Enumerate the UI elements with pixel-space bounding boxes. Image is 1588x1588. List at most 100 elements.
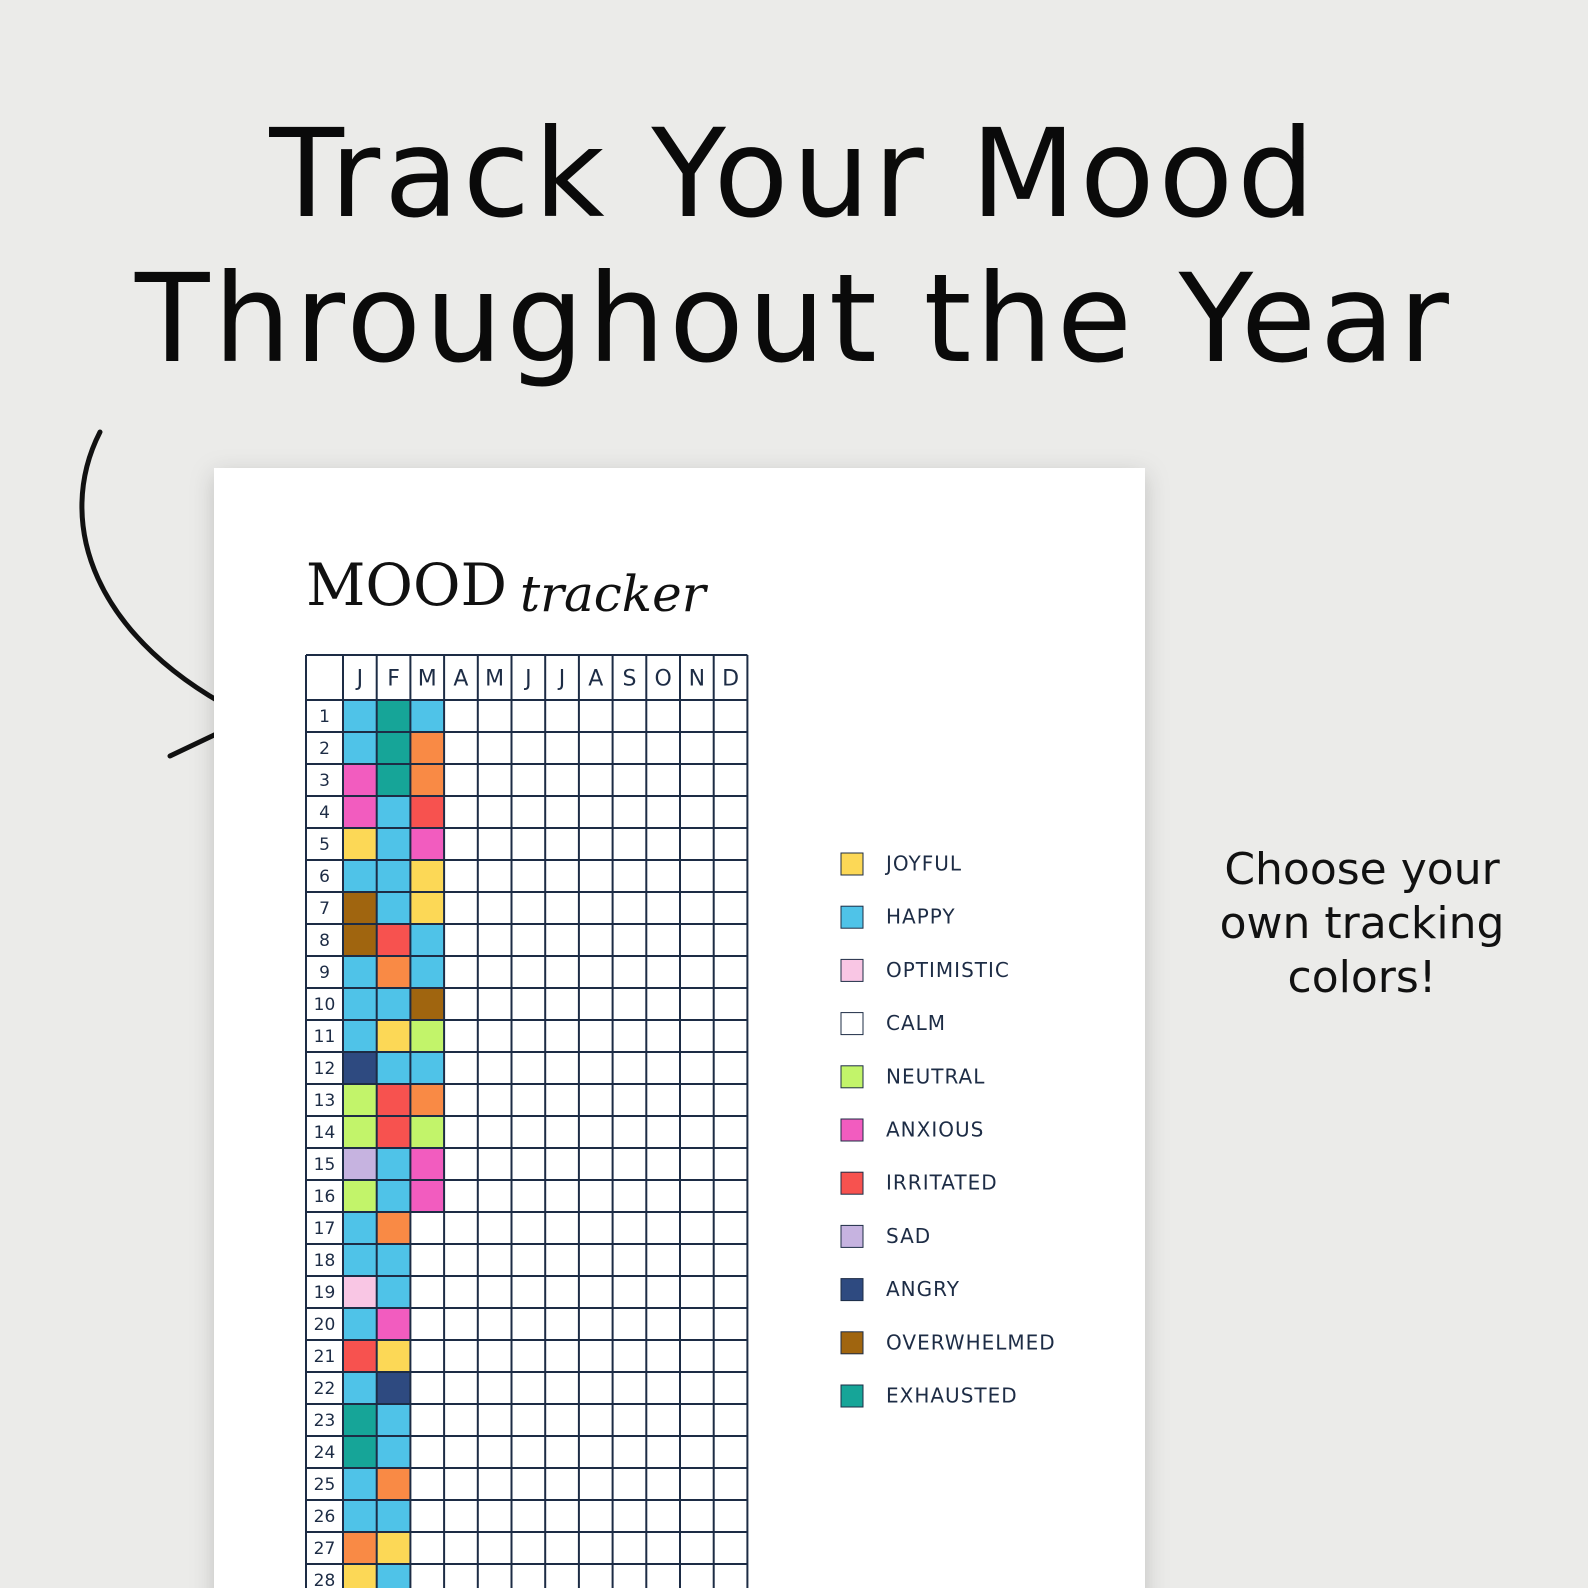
mood-cell xyxy=(376,764,411,796)
mood-cell xyxy=(343,796,377,828)
mood-cell xyxy=(376,860,411,892)
day-label: 22 xyxy=(314,1379,336,1399)
mood-cell xyxy=(343,1372,377,1404)
legend-label: ANXIOUS xyxy=(886,1118,984,1142)
tracker-title: MOOD xyxy=(306,551,507,619)
mood-cell xyxy=(410,956,445,988)
day-label: 13 xyxy=(314,1091,336,1111)
mood-cell xyxy=(410,1180,445,1212)
month-label: O xyxy=(654,667,671,692)
mood-cell xyxy=(410,1148,445,1180)
legend-label: IRRITATED xyxy=(886,1171,998,1195)
mood-cell xyxy=(376,1340,411,1372)
mood-cell xyxy=(343,1116,377,1148)
mood-cell xyxy=(343,700,377,732)
mood-cell xyxy=(343,1436,377,1468)
month-label: A xyxy=(588,667,603,692)
mood-cell xyxy=(343,1532,377,1564)
tracker-subtitle: tracker xyxy=(520,565,709,623)
mood-cell xyxy=(376,1148,411,1180)
legend-label: SAD xyxy=(886,1224,931,1248)
legend-label: OVERWHELMED xyxy=(886,1330,1056,1354)
mood-cell xyxy=(376,1052,411,1084)
mood-cell xyxy=(343,1404,377,1436)
day-label: 8 xyxy=(319,931,330,951)
mood-cell xyxy=(410,1116,445,1148)
mood-cell xyxy=(343,892,377,924)
mood-cell xyxy=(343,1084,377,1116)
mood-cell xyxy=(376,828,411,860)
mood-cell xyxy=(376,700,411,732)
mood-cell xyxy=(376,988,411,1020)
mood-cell xyxy=(343,732,377,764)
month-label: N xyxy=(689,667,705,692)
month-label: D xyxy=(722,667,739,692)
mood-cell xyxy=(376,1564,411,1588)
mood-cell xyxy=(410,1052,445,1084)
mood-cell xyxy=(343,828,377,860)
legend-swatch xyxy=(840,1118,864,1142)
day-label: 17 xyxy=(314,1219,336,1239)
legend-swatch xyxy=(840,1171,864,1195)
mood-cell xyxy=(376,1212,411,1244)
legend-swatch xyxy=(840,1384,864,1408)
mood-cell xyxy=(343,1308,377,1340)
legend-swatch xyxy=(840,1224,864,1248)
month-label: M xyxy=(485,667,504,692)
legend-swatch xyxy=(840,1012,864,1036)
day-label: 2 xyxy=(319,739,330,759)
day-label: 21 xyxy=(314,1347,336,1367)
day-label: 28 xyxy=(314,1571,336,1588)
mood-cell xyxy=(343,860,377,892)
mood-cell xyxy=(343,1244,377,1276)
legend-swatch xyxy=(840,958,864,982)
day-label: 9 xyxy=(319,963,330,983)
legend-swatch xyxy=(840,905,864,929)
legend-label: ANGRY xyxy=(886,1277,960,1301)
mood-cell xyxy=(410,732,445,764)
day-label: 24 xyxy=(314,1443,336,1463)
mood-cell xyxy=(410,892,445,924)
mood-cell xyxy=(343,924,377,956)
day-label: 25 xyxy=(314,1475,336,1495)
mood-cell xyxy=(410,924,445,956)
mood-cell xyxy=(343,1212,377,1244)
mood-cell xyxy=(343,1340,377,1372)
mood-cell xyxy=(376,1468,411,1500)
mood-cell xyxy=(376,1116,411,1148)
mood-cell xyxy=(343,764,377,796)
mood-cell xyxy=(343,1468,377,1500)
legend-swatch xyxy=(840,1278,864,1302)
day-label: 12 xyxy=(314,1059,336,1079)
mood-cell xyxy=(343,1276,377,1308)
mood-cell xyxy=(376,796,411,828)
note-line: colors! xyxy=(1288,952,1437,1003)
day-label: 1 xyxy=(319,707,330,727)
mood-cell xyxy=(410,700,445,732)
day-label: 27 xyxy=(314,1539,336,1559)
day-label: 18 xyxy=(314,1251,336,1271)
day-label: 3 xyxy=(319,771,330,791)
headline: Track Your Mood xyxy=(268,103,1318,245)
mood-cell xyxy=(376,1532,411,1564)
day-label: 20 xyxy=(314,1315,336,1335)
mood-cell xyxy=(376,1404,411,1436)
month-label: J xyxy=(557,667,566,692)
mood-cell xyxy=(376,956,411,988)
mood-cell xyxy=(343,1180,377,1212)
mood-cell xyxy=(376,1276,411,1308)
legend-label: EXHAUSTED xyxy=(886,1384,1018,1408)
day-label: 7 xyxy=(319,899,330,919)
day-label: 10 xyxy=(314,995,336,1015)
month-label: M xyxy=(418,667,437,692)
mood-cell xyxy=(376,1244,411,1276)
note-line: Choose your xyxy=(1224,844,1500,895)
day-label: 16 xyxy=(314,1187,336,1207)
mood-cell xyxy=(410,796,445,828)
mood-cell xyxy=(376,732,411,764)
mood-cell xyxy=(343,1052,377,1084)
day-label: 15 xyxy=(314,1155,336,1175)
day-label: 11 xyxy=(314,1027,336,1047)
